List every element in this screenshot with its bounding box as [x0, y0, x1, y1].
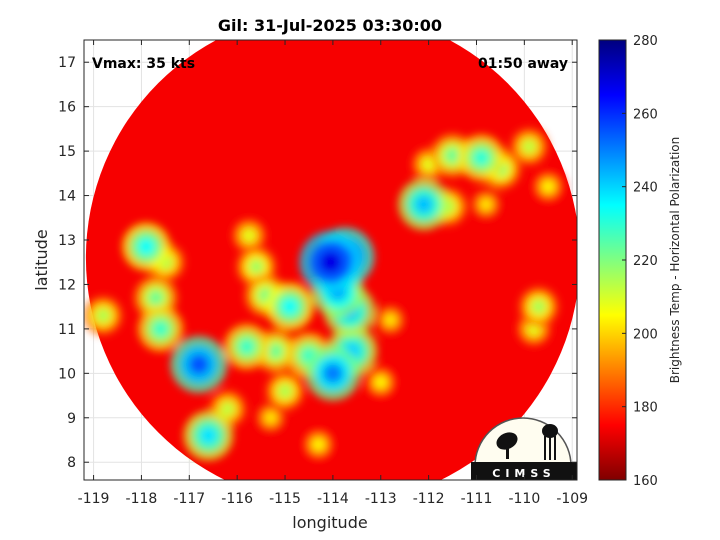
colorbar-tick-label: 180	[633, 401, 658, 416]
feature-core	[199, 426, 218, 445]
feature-core	[323, 363, 343, 384]
vmax-label: Vmax: 35 kts	[92, 56, 195, 72]
feature-core	[319, 251, 342, 274]
colorbar-tick-label: 280	[633, 34, 658, 49]
cold-features	[84, 127, 567, 463]
feature-core	[312, 438, 325, 451]
y-tick-label: 14	[58, 189, 76, 205]
cimss-logo: CIMSS	[471, 417, 577, 480]
colorbar-ticks: 160 180 200 220 240 260 280	[622, 34, 658, 489]
colorbar-tick-label: 220	[633, 254, 658, 269]
y-tick-label: 16	[58, 100, 76, 116]
y-axis-label: latitude	[32, 229, 51, 290]
feature-core	[148, 290, 164, 306]
x-tick-label: -114	[317, 491, 349, 507]
feature-core	[277, 384, 293, 399]
feature-core	[522, 139, 537, 154]
y-tick-label: 12	[58, 277, 76, 293]
feature-core	[374, 375, 388, 389]
x-tick-label: -110	[508, 491, 540, 507]
feature-core	[137, 238, 155, 256]
feature-core	[531, 299, 546, 314]
x-tick-label: -112	[413, 491, 445, 507]
satellite-dish-icon	[496, 432, 518, 459]
feature-core	[264, 411, 277, 424]
y-tick-label: 8	[67, 455, 76, 471]
axes-frame	[83, 39, 578, 481]
colorbar-tick-label: 160	[633, 474, 658, 489]
plot-area: CIMSS -119 -118 -117 -116 -115 -114 -113 -112 -1…	[58, 39, 588, 507]
y-tick-label: 10	[58, 366, 76, 382]
feature-core	[188, 354, 209, 375]
y-tick-label: 11	[58, 322, 76, 338]
water-tower-icon	[542, 424, 558, 460]
colorbar: 160 180 200 220 240 260 280 Brightness Temp - …	[598, 34, 682, 489]
x-tick-label: -119	[78, 491, 110, 507]
colorbar-tick-label: 200	[633, 327, 658, 342]
feature-core	[220, 401, 235, 416]
x-ticks: -119 -118 -117 -116 -115 -114 -113 -112 -111 -110…	[78, 40, 588, 507]
feature-core	[384, 313, 397, 327]
y-tick-label: 9	[67, 411, 76, 427]
feature-core	[473, 149, 490, 167]
chart-title: Gil: 31-Jul-2025 03:30:00	[218, 16, 442, 35]
colorbar-gradient	[598, 39, 627, 481]
feature-core	[479, 198, 493, 211]
feature-core	[152, 320, 169, 337]
y-tick-label: 13	[58, 233, 76, 249]
feature-core	[414, 195, 433, 214]
colorbar-label: Brightness Temp - Horizontal Polarizatio…	[668, 137, 682, 384]
y-tick-label: 15	[58, 144, 76, 160]
logo-text: CIMSS	[492, 467, 555, 480]
x-axis-label: longitude	[292, 513, 367, 532]
colorbar-tick-label: 240	[633, 181, 658, 196]
feature-core	[444, 147, 461, 164]
x-tick-label: -109	[556, 491, 588, 507]
x-tick-label: -111	[461, 491, 493, 507]
feature-core	[541, 180, 555, 194]
colorbar-tick-label: 260	[633, 107, 658, 122]
x-tick-label: -115	[269, 491, 301, 507]
logo-banner	[471, 462, 577, 480]
x-tick-label: -118	[126, 491, 158, 507]
feature-core	[281, 298, 299, 316]
feature-core	[96, 308, 111, 323]
time-away-label: 01:50 away	[478, 56, 568, 72]
y-tick-label: 17	[58, 55, 76, 71]
feature-core	[242, 228, 256, 243]
feature-core	[238, 338, 255, 355]
y-ticks: 8 9 10 11 12 13 14 15 16 17	[58, 55, 577, 471]
feature-core	[267, 343, 284, 359]
x-tick-label: -116	[221, 491, 253, 507]
x-tick-label: -117	[173, 491, 205, 507]
x-tick-label: -113	[365, 491, 397, 507]
feature-core	[249, 259, 264, 274]
